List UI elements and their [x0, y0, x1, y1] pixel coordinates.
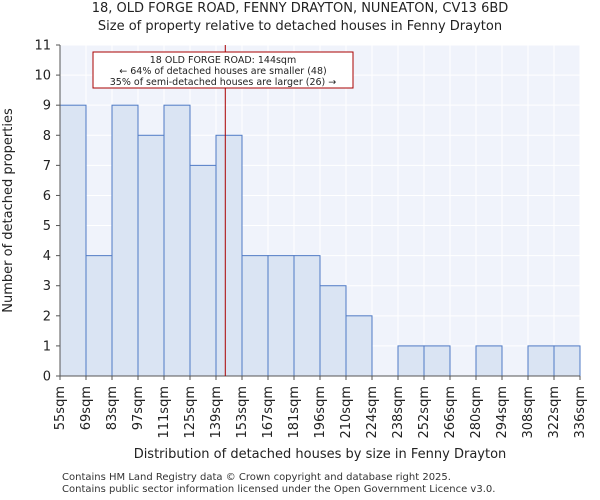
annotation-box — [92, 51, 354, 89]
x-tick-label: 266sqm — [443, 386, 458, 439]
bar-69sqm — [85, 255, 113, 377]
x-tick-label: 196sqm — [313, 386, 328, 439]
x-axis-label: Distribution of detached houses by size … — [134, 447, 507, 462]
x-tick-label: 55sqm — [53, 386, 68, 430]
y-tick-label: 4 — [43, 249, 51, 264]
y-tick-label: 7 — [43, 159, 51, 174]
x-tick-label: 210sqm — [339, 386, 354, 439]
x-tick-label: 294sqm — [495, 386, 510, 439]
x-tick-label: 322sqm — [547, 386, 562, 439]
x-tick-label: 308sqm — [521, 386, 536, 439]
x-tick-label: 83sqm — [105, 386, 120, 430]
x-tick-label: 153sqm — [235, 386, 250, 439]
y-tick-label: 3 — [43, 279, 51, 294]
bar-308sqm — [527, 345, 555, 377]
bar-322sqm — [553, 345, 581, 377]
x-tick-label: 69sqm — [79, 386, 94, 430]
x-tick-label: 224sqm — [365, 386, 380, 439]
bar-280sqm — [475, 345, 503, 377]
y-tick-label: 1 — [43, 339, 51, 354]
y-tick-label: 10 — [34, 69, 51, 84]
y-tick-label: 9 — [43, 99, 51, 114]
bar-55sqm — [59, 104, 87, 377]
bar-252sqm — [423, 345, 451, 377]
bar-153sqm — [241, 255, 269, 377]
x-tick-label: 97sqm — [131, 386, 146, 430]
bar-97sqm — [137, 134, 165, 377]
y-axis-label: Number of detached properties — [1, 108, 16, 313]
bar-139sqm — [215, 134, 243, 377]
y-tick-label: 8 — [43, 129, 51, 144]
y-tick-label: 11 — [34, 39, 51, 54]
x-tick-label: 280sqm — [469, 386, 484, 439]
property-marker: 18 OLD FORGE ROAD: 144sqm← 64% of detach… — [92, 45, 354, 376]
x-tick-label: 181sqm — [287, 386, 302, 439]
x-tick-label: 125sqm — [183, 386, 198, 439]
bar-125sqm — [189, 164, 217, 377]
y-tick-label: 5 — [43, 219, 51, 234]
bar-196sqm — [319, 285, 347, 377]
annotation-line: 35% of semi-detached houses are larger (… — [110, 77, 337, 88]
bar-83sqm — [111, 104, 139, 377]
bar-238sqm — [397, 345, 425, 377]
x-tick-label: 167sqm — [261, 386, 276, 439]
annotation-line: ← 64% of detached houses are smaller (48… — [119, 66, 326, 77]
y-tick-label: 2 — [43, 309, 51, 324]
x-tick-label: 139sqm — [209, 386, 224, 439]
footer-line-2: Contains public sector information licen… — [62, 484, 496, 495]
x-tick-label: 252sqm — [417, 386, 432, 439]
y-tick-label: 0 — [43, 370, 51, 385]
bar-210sqm — [345, 315, 373, 377]
chart-subtitle: Size of property relative to detached ho… — [97, 19, 503, 34]
bar-167sqm — [267, 255, 295, 377]
x-tick-label: 111sqm — [157, 386, 172, 439]
x-tick-label: 238sqm — [391, 386, 406, 439]
y-tick-label: 6 — [43, 189, 51, 204]
footer-line-1: Contains HM Land Registry data © Crown c… — [62, 472, 451, 483]
x-tick-label: 336sqm — [573, 386, 588, 439]
chart-title: 18, OLD FORGE ROAD, FENNY DRAYTON, NUNEA… — [91, 1, 509, 16]
histogram-chart: 0 1 2 3 4 5 6 7 8 9 10 11 55sqm 69sqm 83sqm 97sqm 111sq… — [1, 39, 588, 463]
x-axis-ticks: 55sqm 69sqm 83sqm 97sqm 111sqm 125sqm 139sqm 15… — [53, 376, 588, 439]
y-axis-ticks: 0 1 2 3 4 5 6 7 8 9 10 11 — [34, 39, 60, 385]
annotation-line: 18 OLD FORGE ROAD: 144sqm — [150, 55, 296, 66]
bar-111sqm — [163, 104, 191, 377]
bar-181sqm — [293, 255, 321, 377]
bars — [59, 104, 581, 377]
